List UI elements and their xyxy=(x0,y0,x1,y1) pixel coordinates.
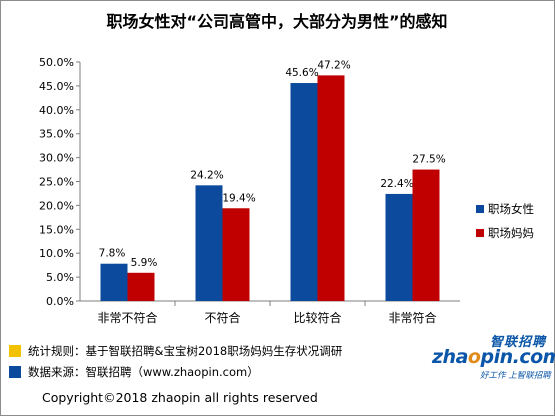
bar xyxy=(100,263,128,301)
zhaopin-logo: 智联招聘 zhaopin.com 好工作 上智联招聘 xyxy=(432,331,555,383)
y-tick-label: 5.0% xyxy=(46,271,74,284)
bar xyxy=(222,208,250,301)
x-tick-label: 不符合 xyxy=(204,310,240,325)
logo-main-a: zha xyxy=(432,346,468,368)
bar xyxy=(127,272,155,301)
logo-main-b: pin.com xyxy=(480,346,555,368)
rule-marker xyxy=(9,345,21,357)
chart-title: 职场女性对“公司高管中，大部分为男性”的感知 xyxy=(106,12,447,31)
logo-top-text: 智联招聘 xyxy=(489,335,546,350)
y-tick-label: 30.0% xyxy=(39,152,74,165)
bar xyxy=(290,83,318,301)
data-label: 19.4% xyxy=(222,192,255,204)
y-tick-label: 50.0% xyxy=(39,56,74,69)
logo-slogan: 好工作 上智联招聘 xyxy=(480,371,551,381)
y-tick-label: 10.0% xyxy=(39,247,74,260)
legend-label: 职场女性 xyxy=(488,202,534,216)
legend-swatch xyxy=(476,229,484,237)
source-text: 数据来源：智联招聘（www.zhaopin.com） xyxy=(28,365,259,379)
logo-main-text: zhaopin.com xyxy=(432,346,555,368)
x-tick-label: 非常不符合 xyxy=(97,310,157,325)
legend-label: 职场妈妈 xyxy=(488,226,534,240)
bar xyxy=(195,185,223,301)
x-tick-label: 比较符合 xyxy=(293,310,341,325)
y-tick-label: 40.0% xyxy=(39,104,74,117)
data-label: 47.2% xyxy=(317,59,350,71)
y-tick-label: 45.0% xyxy=(39,80,74,93)
y-tick-label: 15.0% xyxy=(39,223,74,236)
bar xyxy=(317,75,345,301)
data-label: 22.4% xyxy=(380,178,413,190)
y-tick-label: 35.0% xyxy=(39,128,74,141)
data-label: 7.8% xyxy=(99,248,126,260)
source-marker xyxy=(9,366,21,378)
data-label: 27.5% xyxy=(412,154,445,166)
bar xyxy=(385,193,413,301)
x-tick-label: 非常符合 xyxy=(388,310,436,325)
bar xyxy=(412,169,440,301)
data-label: 24.2% xyxy=(190,169,223,181)
legend-swatch xyxy=(476,205,484,213)
data-label: 45.6% xyxy=(285,67,318,79)
logo-main-o: o xyxy=(467,346,481,368)
y-tick-label: 20.0% xyxy=(39,199,74,212)
copyright: Copyright©2018 zhaopin all rights reserv… xyxy=(42,390,318,405)
data-label: 5.9% xyxy=(131,257,158,269)
rule-text: 统计规则：基于智联招聘&宝宝树2018职场妈妈生存状况调研 xyxy=(28,344,343,358)
y-tick-label: 0.0% xyxy=(46,295,74,308)
y-tick-label: 25.0% xyxy=(39,176,74,189)
